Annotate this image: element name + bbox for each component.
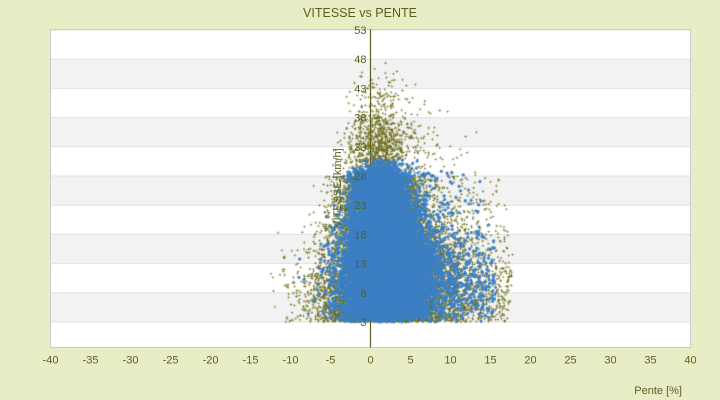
svg-text:-5: -5	[326, 355, 336, 367]
svg-text:33: 33	[354, 142, 366, 154]
svg-text:43: 43	[354, 83, 366, 95]
svg-text:-20: -20	[203, 355, 219, 367]
svg-text:30: 30	[604, 355, 616, 367]
svg-text:-35: -35	[83, 355, 99, 367]
svg-text:13: 13	[354, 259, 366, 271]
svg-text:3: 3	[360, 317, 366, 329]
svg-text:20: 20	[524, 355, 536, 367]
svg-text:-15: -15	[243, 355, 259, 367]
svg-text:-40: -40	[43, 355, 59, 367]
svg-text:48: 48	[354, 54, 366, 66]
svg-text:18: 18	[354, 229, 366, 241]
svg-text:-25: -25	[163, 355, 179, 367]
svg-text:40: 40	[684, 355, 696, 367]
svg-text:28: 28	[354, 171, 366, 183]
svg-text:-10: -10	[283, 355, 299, 367]
svg-text:8: 8	[360, 288, 366, 300]
svg-text:23: 23	[354, 200, 366, 212]
svg-text:38: 38	[354, 113, 366, 125]
svg-text:Pente [%]: Pente [%]	[634, 385, 682, 397]
svg-text:35: 35	[644, 355, 656, 367]
svg-text:10: 10	[444, 355, 456, 367]
svg-text:-30: -30	[123, 355, 139, 367]
svg-text:VITESSE [km/h]: VITESSE [km/h]	[332, 148, 344, 227]
svg-text:25: 25	[564, 355, 576, 367]
svg-text:15: 15	[484, 355, 496, 367]
svg-text:53: 53	[354, 25, 366, 37]
svg-text:5: 5	[407, 355, 413, 367]
svg-text:0: 0	[367, 355, 373, 367]
